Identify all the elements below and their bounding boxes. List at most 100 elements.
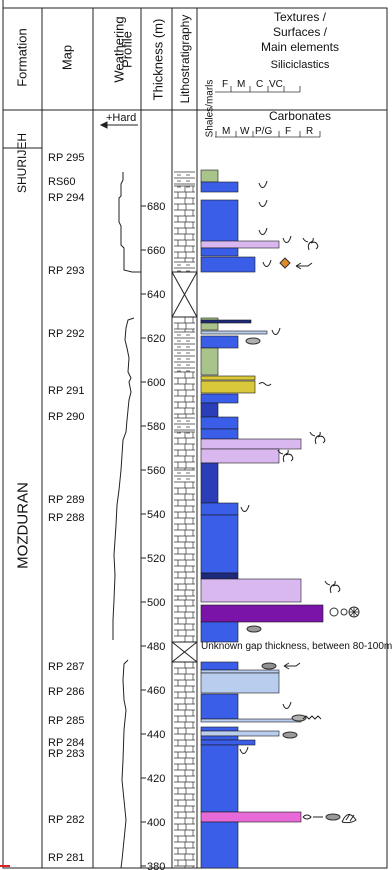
scale-rudstone: R — [306, 126, 314, 137]
texture-bar — [200, 335, 239, 349]
carbonates-label: Carbonates — [268, 109, 332, 123]
thickness-tick-label: 420 — [147, 773, 165, 785]
lithostratigraphy-header: Lithostratigraphy — [178, 14, 192, 104]
texture-bar — [200, 730, 280, 737]
scale-mudstone: M — [222, 126, 231, 137]
texture-bar — [200, 811, 302, 823]
sample-label: RP 284 — [48, 737, 85, 749]
shell-symbol — [291, 714, 307, 722]
burrow-symbol — [271, 327, 281, 335]
sample-label: RP 289 — [48, 494, 85, 506]
formation-mozduran: MOZDURAN — [14, 482, 32, 569]
fish-symbol — [283, 662, 301, 670]
scale-vc: VC — [269, 79, 283, 90]
burrow-symbol — [282, 235, 292, 243]
texture-bar — [200, 739, 256, 746]
burrow-symbol — [262, 259, 272, 267]
texture-bar — [200, 375, 256, 381]
thickness-header: Thickness (m) — [150, 18, 166, 101]
texture-bar — [200, 693, 239, 720]
texture-bar — [200, 416, 239, 430]
scale-m: M — [237, 79, 246, 90]
scale-c: C — [256, 79, 264, 90]
thickness-tick-label: 660 — [147, 245, 165, 257]
thickness-tick-label: 680 — [147, 201, 165, 213]
sample-label: RP 281 — [48, 852, 85, 864]
thickness-tick-label: 460 — [147, 685, 165, 697]
texture-bar — [200, 718, 302, 723]
weathering-profile-curve — [112, 172, 141, 869]
texture-bar — [200, 621, 239, 643]
texture-bar — [200, 672, 280, 694]
sample-label: RP 290 — [48, 411, 85, 423]
texture-bar — [200, 199, 239, 243]
texture-bar — [200, 347, 219, 376]
texture-bar — [200, 402, 219, 418]
texture-bars — [200, 169, 324, 869]
texture-bar — [200, 169, 219, 183]
texture-bar — [200, 448, 280, 464]
texture-scale-lines — [215, 86, 321, 138]
sample-label: RP 285 — [48, 715, 85, 727]
texture-bar — [200, 502, 239, 516]
texture-bar — [200, 744, 239, 813]
sample-label: RP 294 — [48, 192, 85, 204]
spiral-symbol — [302, 814, 323, 820]
textures-title-line2: Surfaces / — [272, 25, 328, 39]
hard-label: +Hard — [106, 112, 137, 124]
thickness-tick-label: 560 — [147, 465, 165, 477]
scale-packstone-grainstone: P/G — [255, 126, 273, 137]
siliciclastics-label: Siliciclastics — [270, 59, 330, 71]
fish-symbol — [295, 262, 313, 270]
texture-bar — [200, 514, 239, 574]
textures-title-line1: Textures / — [273, 10, 327, 24]
thickness-tick-label: 380 — [147, 861, 165, 870]
texture-bar — [200, 393, 239, 404]
shell-symbol — [325, 813, 341, 821]
hard-arrow — [99, 121, 138, 129]
ooid-symbol — [340, 608, 348, 616]
texture-bar — [200, 604, 324, 623]
texture-bar — [200, 462, 219, 504]
burrow-symbol — [282, 701, 292, 709]
coral-symbol — [309, 431, 326, 445]
sample-label: RP 293 — [48, 265, 85, 277]
texture-bar — [200, 726, 239, 732]
formation-header: Formation — [14, 28, 30, 87]
sample-label: RP 287 — [48, 661, 85, 673]
gap-note: Unknown gap thickness, between 80-100m — [201, 641, 392, 652]
shell-symbol — [246, 625, 262, 633]
scale-wackestone: W — [240, 126, 250, 137]
diamond-symbol — [279, 257, 291, 269]
thickness-tick-label: 440 — [147, 729, 165, 741]
texture-bar — [200, 247, 239, 257]
formation-shurijeh: SHURIJEH — [15, 133, 29, 194]
texture-bar — [200, 330, 268, 335]
texture-bar — [200, 661, 239, 671]
coral-symbol — [324, 580, 341, 594]
coral-symbol — [302, 237, 319, 251]
map-header: Map — [59, 44, 75, 71]
texture-bar — [200, 319, 252, 324]
texture-bar — [200, 438, 302, 450]
thickness-tick-label: 500 — [147, 597, 165, 609]
weathering-header-line2: Profile — [119, 31, 135, 68]
sample-label: RP 291 — [48, 385, 85, 397]
thickness-tick-label: 620 — [147, 333, 165, 345]
texture-bar — [200, 669, 280, 674]
sample-label: RS60 — [48, 176, 76, 188]
shell-symbol — [245, 337, 261, 345]
sample-label: RP 288 — [48, 512, 85, 524]
burrow-symbol — [258, 227, 268, 235]
texture-bar — [200, 380, 256, 394]
thickness-tick-label: 640 — [147, 289, 165, 301]
scallop-symbol — [341, 813, 357, 824]
texture-bar — [200, 428, 239, 440]
texture-bar — [200, 256, 256, 273]
thickness-tick-label: 540 — [147, 509, 165, 521]
thickness-tick-label: 400 — [147, 817, 165, 829]
texture-bar — [200, 821, 239, 869]
ooid-symbol — [329, 607, 339, 617]
texture-bar — [200, 181, 239, 193]
sample-label: RP 282 — [48, 814, 85, 826]
